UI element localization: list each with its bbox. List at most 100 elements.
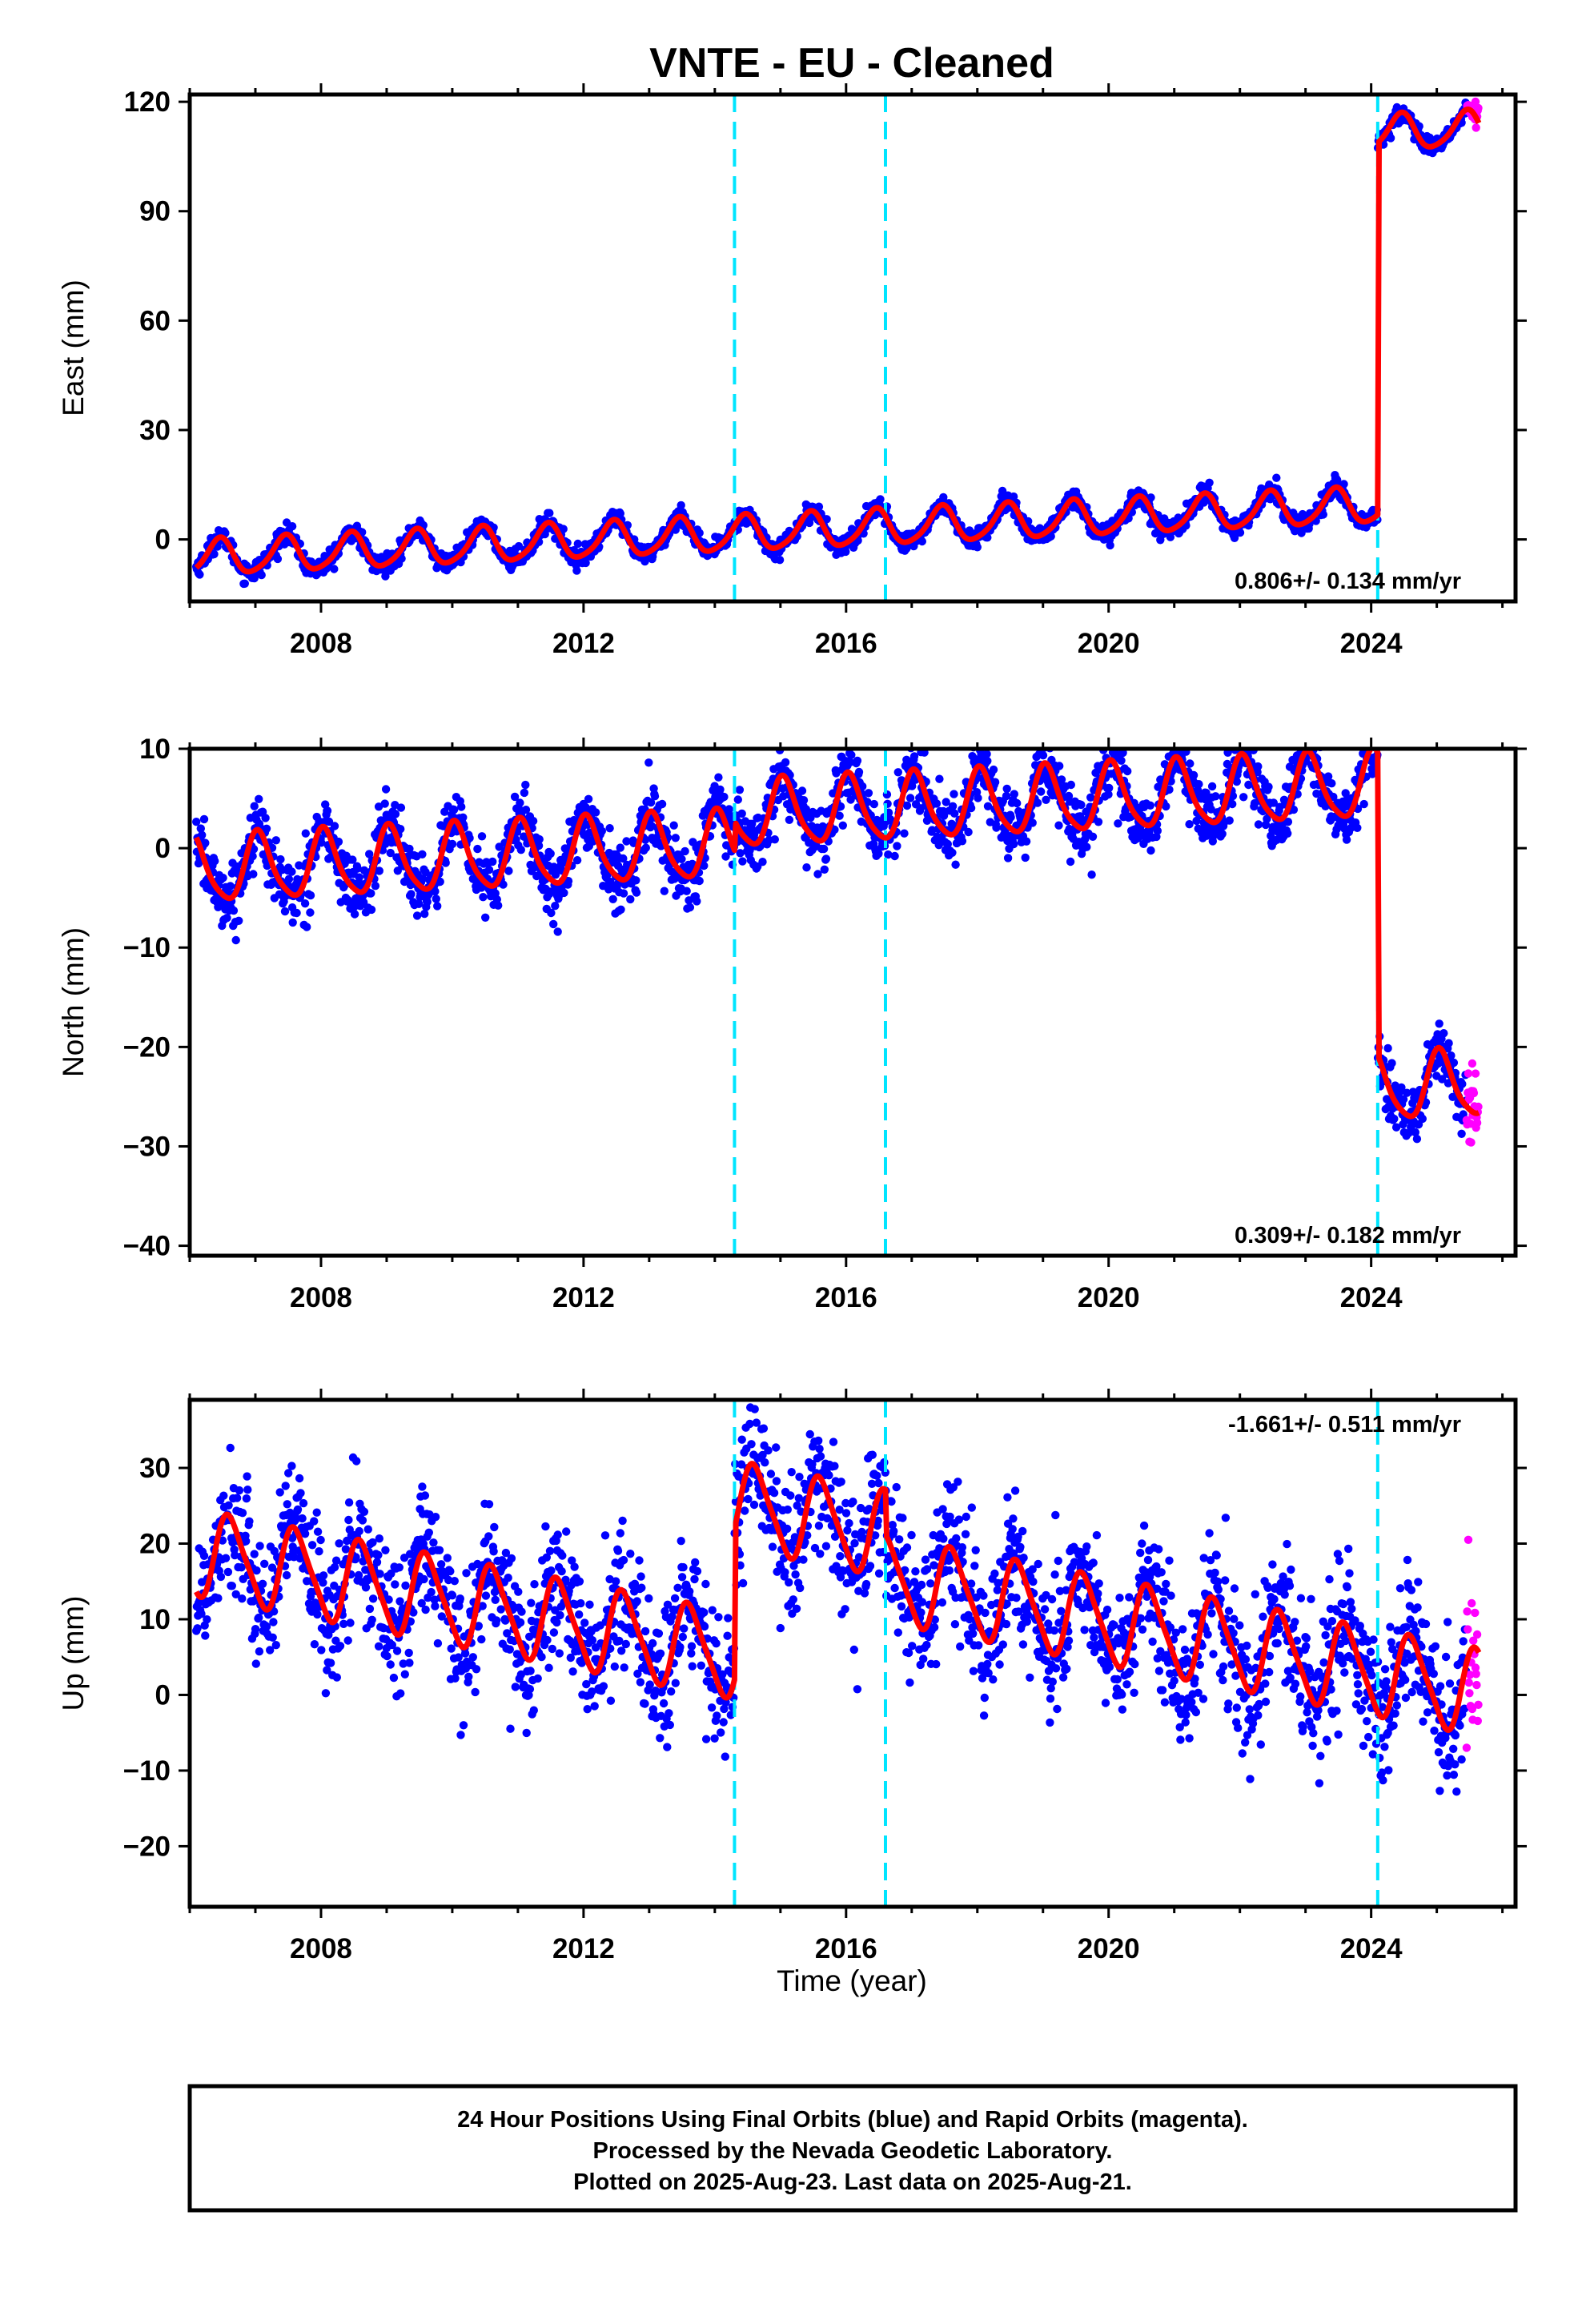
final-orbit-point xyxy=(516,798,524,807)
north-x-tick-label: 2012 xyxy=(552,1282,615,1313)
final-orbit-point xyxy=(1104,790,1113,799)
final-orbit-point xyxy=(799,796,809,805)
final-orbit-point xyxy=(551,902,560,911)
final-orbit-point xyxy=(520,788,529,798)
final-orbit-point xyxy=(296,1489,305,1498)
final-orbit-point xyxy=(449,805,459,814)
final-orbit-point xyxy=(681,846,689,856)
final-orbit-point xyxy=(1386,134,1395,143)
final-orbit-point xyxy=(251,1625,260,1634)
final-orbit-point xyxy=(1002,784,1011,794)
final-orbit-point xyxy=(1100,721,1108,729)
final-orbit-point xyxy=(547,908,556,918)
final-orbit-point xyxy=(457,802,466,811)
east-x-tick-label: 2024 xyxy=(1340,628,1403,659)
final-orbit-point xyxy=(646,798,656,807)
final-orbit-point xyxy=(1327,779,1336,788)
final-orbit-point xyxy=(1106,541,1114,550)
rapid-orbit-point xyxy=(1472,123,1480,132)
final-orbit-point xyxy=(295,1474,304,1483)
north-y-axis-label: North (mm) xyxy=(57,927,90,1077)
final-orbit-point xyxy=(641,843,650,852)
final-orbit-point xyxy=(391,810,400,818)
final-orbit-point xyxy=(242,1537,251,1546)
final-orbit-point xyxy=(1272,473,1281,482)
final-orbit-point xyxy=(1339,817,1348,826)
final-orbit-point xyxy=(465,834,474,842)
final-orbit-point xyxy=(262,824,271,834)
final-orbit-point xyxy=(481,913,490,923)
final-orbit-point xyxy=(516,846,525,854)
final-orbit-point xyxy=(695,876,704,886)
final-orbit-point xyxy=(758,858,767,866)
final-orbit-point xyxy=(303,923,311,931)
final-orbit-point xyxy=(214,1594,223,1602)
final-orbit-point xyxy=(201,1631,210,1640)
final-orbit-point xyxy=(199,814,209,824)
final-orbit-point xyxy=(371,882,380,891)
final-orbit-point xyxy=(1010,790,1019,798)
final-orbit-point xyxy=(488,857,497,866)
final-orbit-point xyxy=(942,798,950,806)
final-orbit-point xyxy=(266,1646,275,1655)
final-orbit-point xyxy=(219,874,227,883)
final-orbit-point xyxy=(869,799,879,809)
final-orbit-point xyxy=(1391,1123,1401,1132)
final-orbit-point xyxy=(736,849,745,858)
final-orbit-point xyxy=(1218,830,1227,838)
north-y-tick-label: −30 xyxy=(123,1131,171,1162)
final-orbit-point xyxy=(326,1659,335,1667)
final-orbit-point xyxy=(1185,819,1194,829)
final-orbit-point xyxy=(436,877,444,887)
final-orbit-point xyxy=(1367,770,1377,778)
final-orbit-point xyxy=(1411,1128,1420,1137)
final-orbit-point xyxy=(553,927,562,936)
final-orbit-point xyxy=(1168,733,1176,741)
final-orbit-point xyxy=(260,1559,269,1569)
rapid-orbit-point xyxy=(1467,1138,1476,1147)
final-orbit-point xyxy=(229,906,239,915)
final-orbit-point xyxy=(1435,1019,1443,1028)
final-orbit-point xyxy=(521,806,531,814)
final-orbit-point xyxy=(1006,813,1015,822)
final-orbit-point xyxy=(477,832,487,841)
east-plot-area xyxy=(192,94,1483,601)
final-orbit-point xyxy=(858,782,867,791)
final-orbit-point xyxy=(293,1505,303,1514)
final-orbit-point xyxy=(310,1640,319,1649)
final-orbit-point xyxy=(781,758,790,767)
rapid-orbit-point xyxy=(1468,1059,1477,1068)
final-orbit-point xyxy=(928,826,937,834)
rapid-orbit-point xyxy=(1471,1069,1480,1078)
final-orbit-point xyxy=(1186,759,1195,768)
final-orbit-point xyxy=(616,905,625,915)
final-orbit-point xyxy=(608,895,617,904)
final-orbit-point xyxy=(573,539,582,549)
final-orbit-point xyxy=(240,579,249,588)
north-x-tick-label: 2016 xyxy=(815,1282,877,1313)
final-orbit-point xyxy=(671,834,680,842)
final-orbit-point xyxy=(203,1615,211,1624)
final-orbit-point xyxy=(560,888,568,898)
final-orbit-point xyxy=(992,823,1001,832)
north-plot-area xyxy=(192,715,1483,1256)
final-orbit-point xyxy=(1447,1051,1456,1060)
final-orbit-point xyxy=(251,1659,260,1668)
final-orbit-point xyxy=(685,903,695,912)
final-orbit-point xyxy=(1077,800,1086,810)
final-orbit-point xyxy=(1245,718,1253,726)
final-orbit-point xyxy=(258,1579,267,1589)
final-orbit-point xyxy=(1232,777,1242,786)
final-orbit-point xyxy=(966,803,976,813)
final-orbit-point xyxy=(312,1508,321,1517)
final-orbit-point xyxy=(1046,532,1055,541)
final-orbit-point xyxy=(822,515,831,524)
final-orbit-point xyxy=(1367,715,1375,723)
final-orbit-point xyxy=(1021,853,1030,862)
final-orbit-point xyxy=(900,829,909,838)
north-y-tick-label: 0 xyxy=(155,833,171,864)
final-orbit-point xyxy=(1033,798,1042,807)
final-orbit-point xyxy=(1022,837,1031,846)
final-orbit-point xyxy=(854,767,864,777)
